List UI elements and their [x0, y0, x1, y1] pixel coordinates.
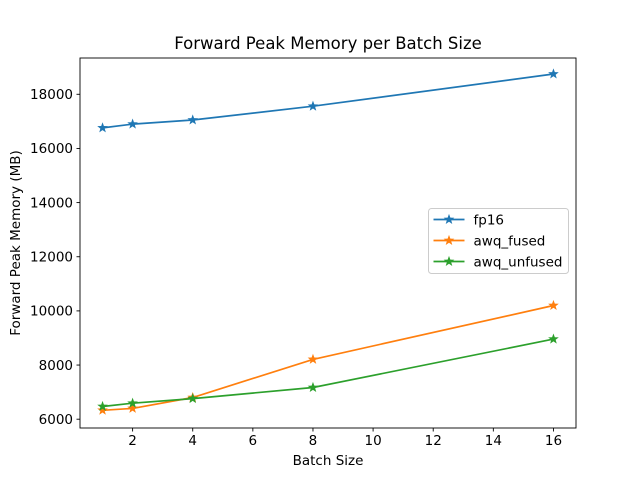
legend-star-marker-awq_unfused — [443, 255, 455, 267]
legend-label-awq_fused: awq_fused — [474, 233, 546, 249]
legend-star-marker-awq_fused — [443, 234, 455, 246]
y-tick-label: 18000 — [30, 87, 73, 103]
y-tick-label: 6000 — [39, 412, 73, 428]
legend-star-marker-fp16 — [443, 213, 455, 225]
awq_fused-star-marker — [127, 402, 138, 413]
y-tick-label: 16000 — [30, 141, 73, 157]
chart-title: Forward Peak Memory per Batch Size — [174, 34, 482, 53]
fp16-star-marker — [127, 118, 138, 129]
awq_fused-star-marker — [307, 353, 319, 364]
awq_fused-star-marker — [97, 404, 108, 415]
awq_unfused-star-marker — [97, 400, 108, 411]
y-tick-label: 12000 — [30, 250, 73, 266]
y-tick-label: 14000 — [30, 195, 73, 211]
legend-label-awq_unfused: awq_unfused — [474, 254, 563, 270]
awq_unfused-star-marker — [187, 393, 199, 404]
x-tick-label: 12 — [425, 433, 442, 449]
x-tick-label: 2 — [128, 433, 137, 449]
awq_unfused-star-marker — [127, 397, 138, 408]
fp16-star-marker — [307, 100, 319, 111]
awq_unfused-star-marker — [307, 381, 319, 393]
fp16-star-marker — [548, 68, 559, 79]
x-axis-label: Batch Size — [292, 453, 364, 469]
x-tick-label: 6 — [249, 433, 258, 449]
awq_unfused-star-marker — [548, 333, 559, 344]
fp16-star-marker — [97, 122, 108, 133]
fp16-star-marker — [187, 114, 199, 125]
x-tick-label: 16 — [545, 433, 562, 449]
y-tick-label: 10000 — [30, 304, 73, 320]
x-tick-label: 14 — [485, 433, 502, 449]
x-tick-label: 10 — [364, 433, 381, 449]
legend — [428, 208, 569, 274]
awq_fused-star-marker — [548, 299, 559, 311]
legend-label-fp16: fp16 — [474, 212, 505, 228]
x-tick-label: 8 — [309, 433, 318, 449]
y-axis-label: Forward Peak Memory (MB) — [8, 150, 24, 336]
y-tick-label: 8000 — [39, 358, 73, 374]
x-tick-label: 4 — [188, 433, 197, 449]
